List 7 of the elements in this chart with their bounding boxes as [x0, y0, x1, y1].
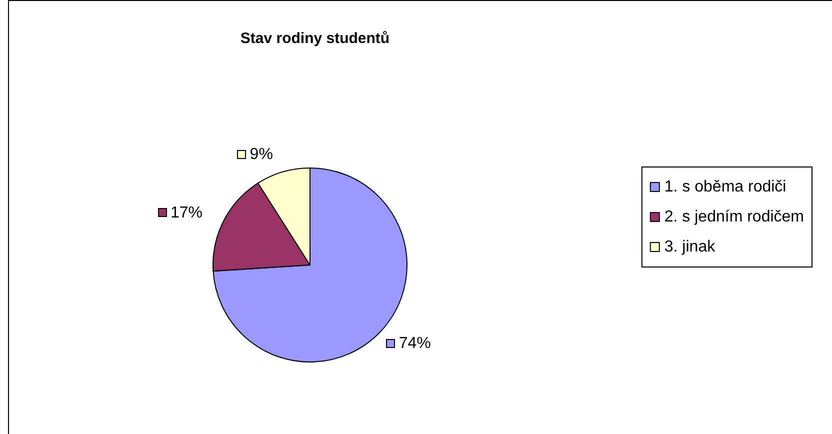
data-label: 9% — [250, 146, 273, 164]
data-label: 74% — [398, 335, 431, 352]
chart-title: Stav rodiny studentů — [240, 30, 390, 47]
legend-label: 2. s jedním rodičem — [664, 208, 804, 226]
legend-label: 1. s oběma rodiči — [664, 178, 786, 196]
legend-label: 3. jinak — [664, 238, 716, 256]
data-label: 17% — [170, 204, 203, 222]
